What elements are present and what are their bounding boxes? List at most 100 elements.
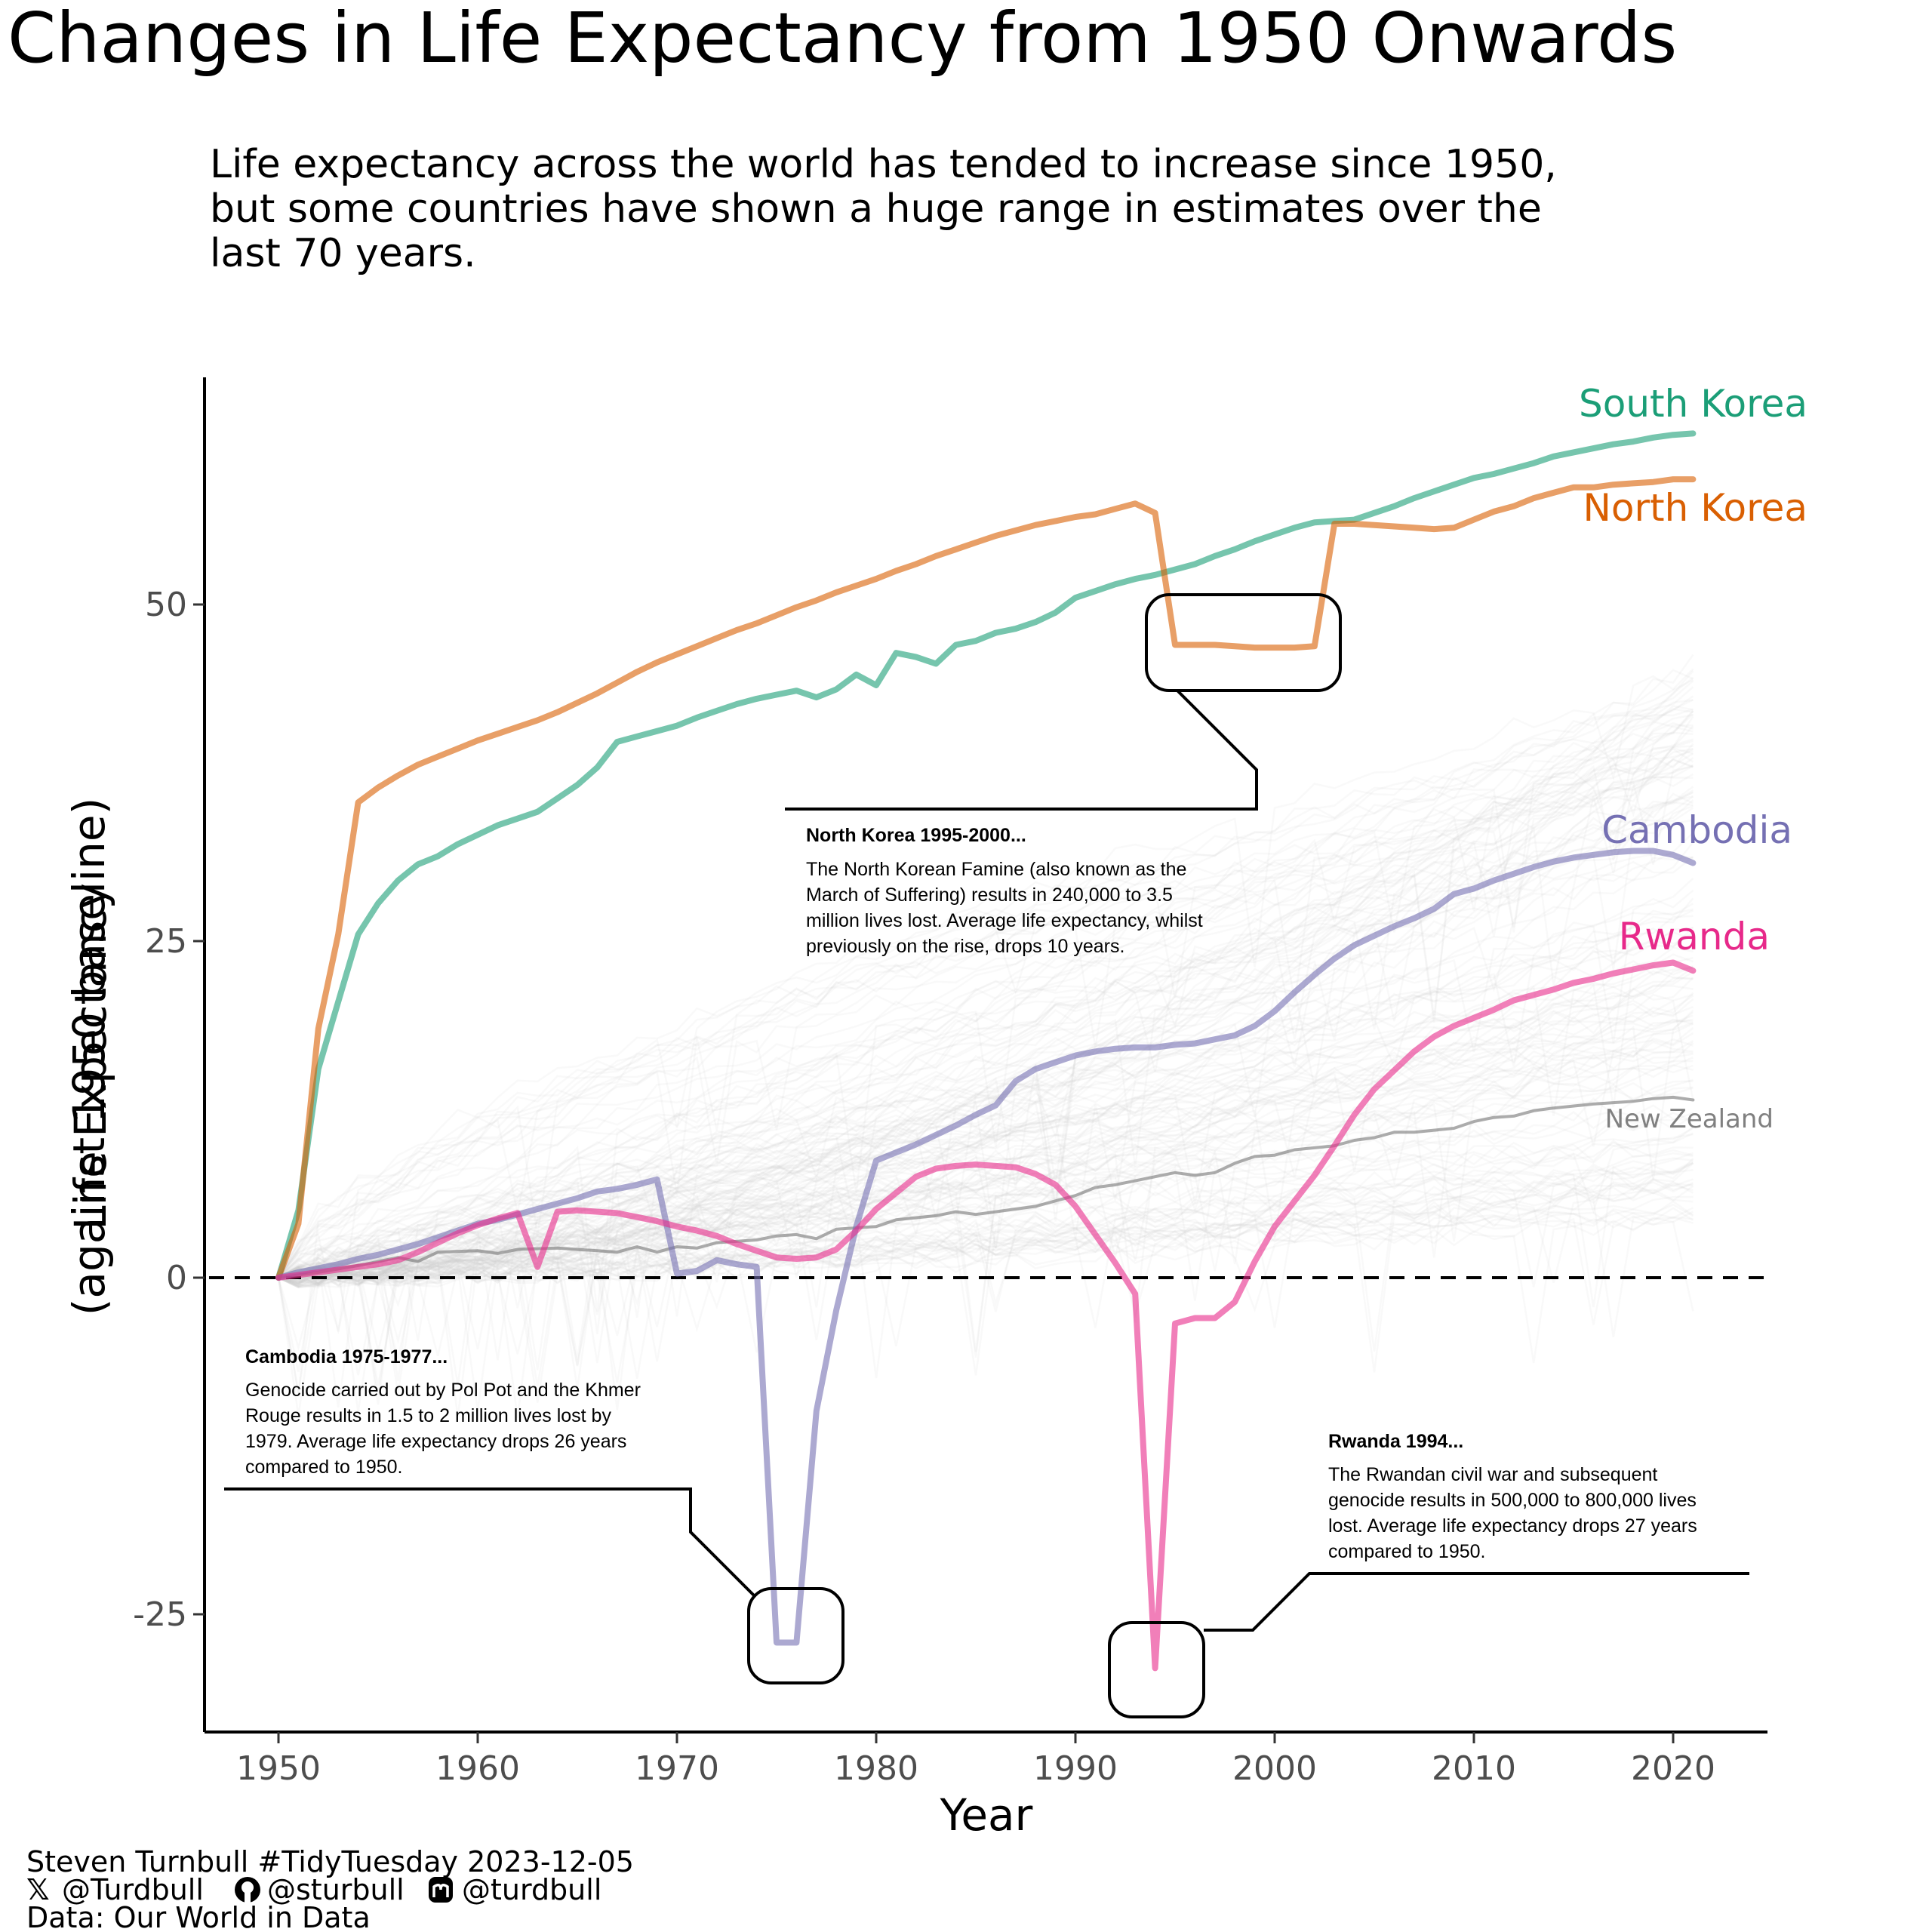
background-country-line xyxy=(278,807,1694,1279)
annotation-connector-north-korea xyxy=(785,689,1258,811)
caption-credit: Steven Turnbull #TidyTuesday 2023-12-05 xyxy=(26,1845,634,1878)
annotation-text-north-korea-2: March of Suffering) results in 240,000 t… xyxy=(806,884,1173,906)
x-tick-label: 1990 xyxy=(1033,1749,1118,1788)
background-country-line xyxy=(278,789,1694,1376)
caption-twitter-handle: @Turdbull xyxy=(62,1873,204,1906)
background-country-line xyxy=(278,1126,1694,1367)
background-country-line xyxy=(278,686,1694,1278)
background-country-line xyxy=(278,1139,1694,1282)
annotation-title-cambodia: Cambodia 1975-1977... xyxy=(245,1346,448,1367)
background-country-line xyxy=(278,1041,1694,1281)
background-country-line xyxy=(278,927,1694,1381)
background-country-line xyxy=(278,721,1694,1312)
background-country-line xyxy=(278,708,1694,1278)
background-country-line xyxy=(278,1185,1694,1353)
background-country-line xyxy=(277,1132,1694,1393)
background-country-line xyxy=(277,743,1694,1372)
background-country-line xyxy=(278,1005,1694,1285)
annotation-text-cambodia-2: Rouge results in 1.5 to 2 million lives … xyxy=(245,1405,611,1426)
y-tick-label: -25 xyxy=(133,1595,187,1634)
background-country-line xyxy=(277,749,1694,1278)
background-country-line xyxy=(278,1182,1694,1357)
background-country-line xyxy=(278,1162,1694,1403)
background-country-line xyxy=(277,856,1694,1278)
annotation-box-rwanda xyxy=(1108,1621,1205,1718)
background-country-line xyxy=(278,909,1694,1280)
x-axis-title: Year xyxy=(940,1789,1033,1841)
background-country-line xyxy=(278,801,1694,1405)
background-country-line xyxy=(277,724,1694,1278)
annotation-text-north-korea-4: previously on the rise, drops 10 years. xyxy=(806,936,1124,957)
background-country-line xyxy=(278,678,1694,1413)
annotation-text-north-korea-3: million lives lost. Average life expecta… xyxy=(806,910,1203,931)
background-country-line xyxy=(278,764,1694,1408)
x-tick-label: 2020 xyxy=(1631,1749,1715,1788)
series-layer xyxy=(275,430,1697,1672)
background-country-line xyxy=(277,773,1694,1278)
background-country-line xyxy=(278,699,1694,1285)
background-country-line xyxy=(278,699,1694,1282)
background-country-line xyxy=(278,1178,1694,1288)
background-country-line xyxy=(278,856,1694,1279)
background-country-line xyxy=(278,897,1694,1279)
x-tick-label: 1970 xyxy=(635,1749,719,1788)
annotation-text-rwanda-2: genocide results in 500,000 to 800,000 l… xyxy=(1328,1490,1697,1511)
background-country-line xyxy=(278,1152,1694,1418)
chart-subtitle-line-1: Life expectancy across the world has ten… xyxy=(210,142,1557,187)
annotation-text-rwanda-4: compared to 1950. xyxy=(1328,1541,1485,1562)
caption-socials: 𝕏 @Turdbull @sturbull @turdbull xyxy=(26,1873,601,1906)
background-country-line xyxy=(278,977,1694,1282)
annotation-connector-rwanda xyxy=(1204,1572,1749,1632)
background-country-line xyxy=(278,1009,1694,1281)
background-country-line xyxy=(278,1217,1694,1355)
background-country-line xyxy=(278,1188,1694,1386)
label-north-korea: North Korea xyxy=(1583,486,1808,530)
background-country-line xyxy=(278,1203,1694,1379)
background-country-line xyxy=(278,998,1694,1284)
series-line-new-zealand xyxy=(277,1095,1695,1279)
y-tick-label: 25 xyxy=(145,922,187,961)
chart-title: Changes in Life Expectancy from 1950 Onw… xyxy=(8,0,1677,78)
background-country-line xyxy=(278,1111,1694,1279)
background-country-line xyxy=(278,1112,1694,1360)
annotation-text-rwanda-1: The Rwandan civil war and subsequent xyxy=(1328,1464,1657,1485)
background-country-line xyxy=(278,792,1694,1280)
annotation-north-korea: North Korea 1995-2000... The North Korea… xyxy=(785,593,1342,957)
background-country-line xyxy=(278,1158,1694,1287)
background-country-line xyxy=(278,710,1694,1283)
background-country-line xyxy=(278,1021,1694,1279)
chart-subtitle-line-2: but some countries have shown a huge ran… xyxy=(210,186,1542,232)
annotation-text-cambodia-3: 1979. Average life expectancy drops 26 y… xyxy=(245,1431,626,1452)
background-country-line xyxy=(278,695,1694,1279)
annotation-box-cambodia xyxy=(747,1587,844,1684)
series-line-south-korea xyxy=(275,430,1697,1281)
background-country-line xyxy=(278,832,1694,1327)
background-country-line xyxy=(278,853,1694,1278)
x-tick-label: 1980 xyxy=(834,1749,918,1788)
y-tick-label: 50 xyxy=(145,586,187,624)
background-country-line xyxy=(278,1064,1694,1340)
background-country-line xyxy=(278,1161,1694,1282)
background-country-line xyxy=(278,1207,1694,1281)
background-country-line xyxy=(278,715,1694,1279)
caption-data-source: Data: Our World in Data xyxy=(26,1901,371,1932)
background-country-line xyxy=(278,1064,1694,1379)
background-country-line xyxy=(278,908,1694,1279)
background-country-line xyxy=(277,748,1694,1394)
caption-github-handle: @sturbull xyxy=(267,1873,405,1906)
background-country-line xyxy=(278,1157,1694,1383)
background-country-line xyxy=(278,1114,1694,1359)
label-cambodia: Cambodia xyxy=(1601,808,1792,852)
background-country-line xyxy=(278,669,1694,1279)
annotation-connector-cambodia xyxy=(224,1487,756,1598)
annotation-box-north-korea xyxy=(1145,593,1342,692)
background-country-line xyxy=(278,720,1694,1278)
background-country-line xyxy=(278,985,1694,1279)
background-country-line xyxy=(278,680,1694,1279)
background-country-line xyxy=(278,953,1694,1282)
background-country-line xyxy=(278,956,1694,1278)
background-country-line xyxy=(278,1183,1694,1287)
series-line-north-korea xyxy=(275,476,1697,1281)
background-country-line xyxy=(278,1040,1694,1317)
